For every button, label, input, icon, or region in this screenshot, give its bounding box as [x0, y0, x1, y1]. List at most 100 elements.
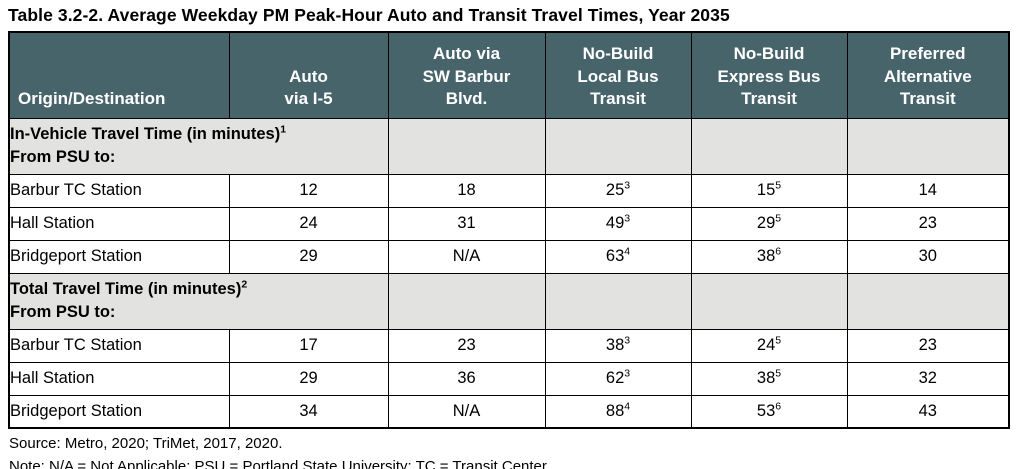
value-text: 88 [605, 401, 625, 420]
value-text: 49 [605, 214, 625, 232]
value-text: 38 [756, 369, 776, 387]
column-header-preferred-alternative: Preferred Alternative Transit [846, 31, 1010, 119]
footnote-ref: 4 [624, 400, 631, 413]
table-row: Bridgeport Station 34 N/A 884 536 43 [8, 394, 1010, 429]
cell-value: N/A [387, 239, 546, 274]
cell-value: 23 [846, 206, 1010, 241]
footnote-ref: 5 [775, 367, 782, 380]
footnote-ref: 3 [624, 367, 631, 380]
section-empty-cell [544, 117, 692, 175]
cell-value: 155 [690, 173, 848, 208]
value-text: 38 [756, 247, 776, 265]
cell-value: 295 [690, 206, 848, 241]
value-text: 23 [918, 336, 937, 354]
cell-value: 29 [228, 361, 389, 396]
section-empty-cell [846, 272, 1010, 330]
value-text: 23 [918, 214, 937, 232]
cell-value: 32 [846, 361, 1010, 396]
footnote-ref: 6 [775, 245, 782, 258]
value-text: 43 [918, 401, 937, 420]
value-text: 18 [457, 181, 476, 199]
section-empty-cell [690, 117, 848, 175]
column-header-auto-i5: Auto via I-5 [228, 31, 389, 119]
value-text: 29 [299, 247, 318, 265]
header-row: Origin/Destination Auto via I-5 Auto via… [8, 31, 1010, 119]
footnote-ref: 1 [280, 123, 287, 136]
cell-value: 493 [544, 206, 692, 241]
section-empty-cell [846, 117, 1010, 175]
section-heading-text: In-Vehicle Travel Time (in minutes) [10, 124, 281, 143]
value-text: 31 [457, 214, 476, 232]
cell-value: 30 [846, 239, 1010, 274]
section-subheading-text: From PSU to: [10, 303, 116, 321]
cell-value: 385 [690, 361, 848, 396]
value-text: 36 [457, 369, 476, 387]
cell-value: 43 [846, 394, 1010, 429]
table-row: Barbur TC Station 17 23 383 245 23 [8, 328, 1010, 363]
cell-value: 18 [387, 173, 546, 208]
value-text: 62 [605, 369, 625, 387]
section-subheading-text: From PSU to: [10, 148, 116, 166]
cell-value: 24 [228, 206, 389, 241]
row-label: Barbur TC Station [8, 328, 230, 363]
column-header-nobuild-local-bus: No-Build Local Bus Transit [544, 31, 692, 119]
value-text: 32 [918, 369, 937, 387]
table-row: Hall Station 24 31 493 295 23 [8, 206, 1010, 241]
section-empty-cell [690, 272, 848, 330]
section-empty-cell [387, 272, 546, 330]
table-title: Table 3.2-2. Average Weekday PM Peak-Hou… [8, 5, 730, 25]
value-text: 17 [299, 336, 318, 354]
cell-value: 23 [846, 328, 1010, 363]
value-text: 29 [756, 214, 776, 232]
value-text: 53 [756, 401, 776, 420]
travel-times-table: Origin/Destination Auto via I-5 Auto via… [8, 31, 1010, 429]
value-text: 38 [605, 336, 625, 354]
cell-value: 34 [228, 394, 389, 429]
value-text: 14 [918, 181, 937, 199]
cell-value: 253 [544, 173, 692, 208]
row-label: Hall Station [8, 361, 230, 396]
section-heading-total: Total Travel Time (in minutes)2 From PSU… [8, 272, 389, 330]
section-heading-text: Total Travel Time (in minutes) [10, 279, 242, 298]
table-row: Bridgeport Station 29 N/A 634 386 30 [8, 239, 1010, 274]
cell-value: 536 [690, 394, 848, 429]
footnote-ref: 3 [624, 334, 631, 347]
footnote-ref: 5 [775, 212, 782, 225]
section-heading-row: In-Vehicle Travel Time (in minutes)1 Fro… [8, 117, 1010, 175]
cell-value: 23 [387, 328, 546, 363]
cell-value: 245 [690, 328, 848, 363]
footnote-ref: 3 [624, 212, 631, 225]
footnote-ref: 6 [775, 400, 782, 413]
footnote-ref: 4 [624, 245, 631, 258]
row-label: Hall Station [8, 206, 230, 241]
table-row: Barbur TC Station 12 18 253 155 14 [8, 173, 1010, 208]
value-text: 12 [299, 181, 318, 199]
section-heading-row: Total Travel Time (in minutes)2 From PSU… [8, 272, 1010, 330]
footnote-ref: 5 [775, 179, 782, 192]
cell-value: N/A [387, 394, 546, 429]
value-text: N/A [452, 247, 481, 265]
value-text: N/A [452, 401, 481, 420]
value-text: 23 [457, 336, 476, 354]
table-row: Hall Station 29 36 623 385 32 [8, 361, 1010, 396]
value-text: 25 [605, 181, 625, 199]
cell-value: 36 [387, 361, 546, 396]
section-empty-cell [387, 117, 546, 175]
value-text: 63 [605, 247, 625, 265]
cell-value: 31 [387, 206, 546, 241]
value-text: 24 [299, 214, 318, 232]
column-header-nobuild-express-bus: No-Build Express Bus Transit [690, 31, 848, 119]
footnote-ref: 2 [241, 278, 248, 291]
row-label: Bridgeport Station [8, 239, 230, 274]
value-text: 15 [756, 181, 776, 199]
cell-value: 17 [228, 328, 389, 363]
cell-value: 623 [544, 361, 692, 396]
section-empty-cell [544, 272, 692, 330]
row-label: Barbur TC Station [8, 173, 230, 208]
value-text: 24 [756, 336, 776, 354]
row-label: Bridgeport Station [8, 394, 230, 429]
footnote-ref: 3 [624, 179, 631, 192]
cell-value: 383 [544, 328, 692, 363]
section-heading-in-vehicle: In-Vehicle Travel Time (in minutes)1 Fro… [8, 117, 389, 175]
